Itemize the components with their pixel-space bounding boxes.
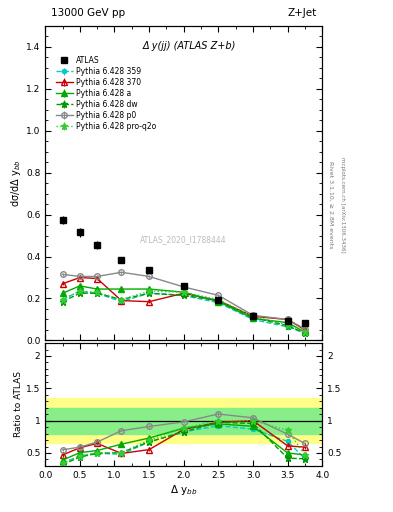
Text: mcplots.cern.ch [arXiv:1306.3436]: mcplots.cern.ch [arXiv:1306.3436] [340,157,345,252]
ATLAS [216,296,221,303]
ATLAS [303,319,307,326]
ATLAS [119,257,124,263]
Y-axis label: Ratio to ATLAS: Ratio to ATLAS [14,372,23,437]
Bar [45,408,322,434]
ATLAS [182,283,186,289]
Text: ATLAS_2020_I1788444: ATLAS_2020_I1788444 [140,235,227,244]
Text: Z+Jet: Z+Jet [287,8,317,18]
ATLAS [60,217,65,223]
Y-axis label: dσ/dΔ y$_{bb}$: dσ/dΔ y$_{bb}$ [9,159,23,207]
Line: ATLAS: ATLAS [60,217,308,326]
Text: Δ y(јј) (ATLAS Z+b): Δ y(јј) (ATLAS Z+b) [143,41,236,51]
Bar [45,398,322,443]
ATLAS [95,242,99,248]
X-axis label: Δ y$_{bb}$: Δ y$_{bb}$ [170,482,197,497]
ATLAS [147,267,151,273]
Text: 13000 GeV pp: 13000 GeV pp [51,8,125,18]
ATLAS [77,229,82,236]
ATLAS [285,317,290,324]
Text: Rivet 3.1.10, ≥ 2.8M events: Rivet 3.1.10, ≥ 2.8M events [328,161,333,248]
Legend: ATLAS, Pythia 6.428 359, Pythia 6.428 370, Pythia 6.428 a, Pythia 6.428 dw, Pyth: ATLAS, Pythia 6.428 359, Pythia 6.428 37… [55,55,158,132]
ATLAS [251,313,255,319]
